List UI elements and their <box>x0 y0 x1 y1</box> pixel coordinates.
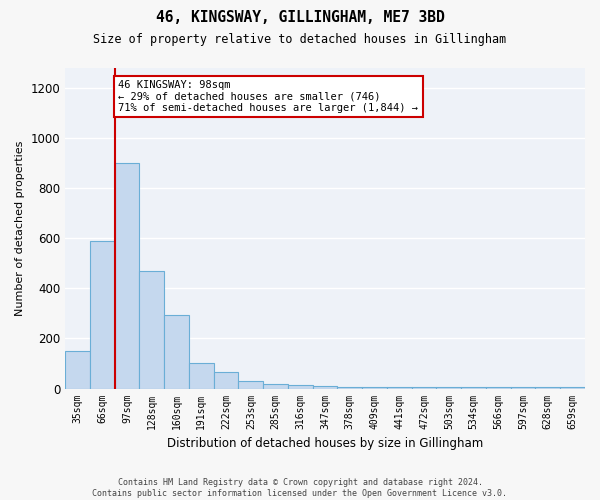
Bar <box>238 381 263 388</box>
Y-axis label: Number of detached properties: Number of detached properties <box>15 140 25 316</box>
Bar <box>189 364 214 388</box>
Bar <box>164 314 189 388</box>
Bar <box>337 386 362 388</box>
Bar <box>90 240 115 388</box>
Bar <box>263 384 288 388</box>
Bar <box>313 386 337 388</box>
Text: 46, KINGSWAY, GILLINGHAM, ME7 3BD: 46, KINGSWAY, GILLINGHAM, ME7 3BD <box>155 10 445 25</box>
Bar <box>288 385 313 388</box>
Text: Contains HM Land Registry data © Crown copyright and database right 2024.
Contai: Contains HM Land Registry data © Crown c… <box>92 478 508 498</box>
Text: 46 KINGSWAY: 98sqm
← 29% of detached houses are smaller (746)
71% of semi-detach: 46 KINGSWAY: 98sqm ← 29% of detached hou… <box>118 80 418 113</box>
Text: Size of property relative to detached houses in Gillingham: Size of property relative to detached ho… <box>94 32 506 46</box>
Bar <box>139 270 164 388</box>
Bar <box>214 372 238 388</box>
Bar <box>115 163 139 388</box>
Bar <box>65 351 90 389</box>
X-axis label: Distribution of detached houses by size in Gillingham: Distribution of detached houses by size … <box>167 437 483 450</box>
